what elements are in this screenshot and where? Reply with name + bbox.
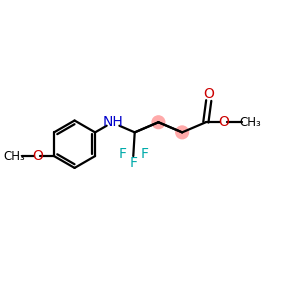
- Text: F: F: [118, 147, 126, 161]
- Text: F: F: [141, 147, 149, 161]
- Text: O: O: [218, 115, 229, 129]
- Text: O: O: [33, 149, 44, 163]
- Text: CH₃: CH₃: [3, 150, 25, 163]
- Circle shape: [176, 126, 188, 139]
- Text: NH: NH: [103, 115, 123, 129]
- Text: CH₃: CH₃: [239, 116, 261, 129]
- Text: O: O: [203, 87, 214, 101]
- Circle shape: [152, 116, 165, 129]
- Text: F: F: [130, 156, 138, 170]
